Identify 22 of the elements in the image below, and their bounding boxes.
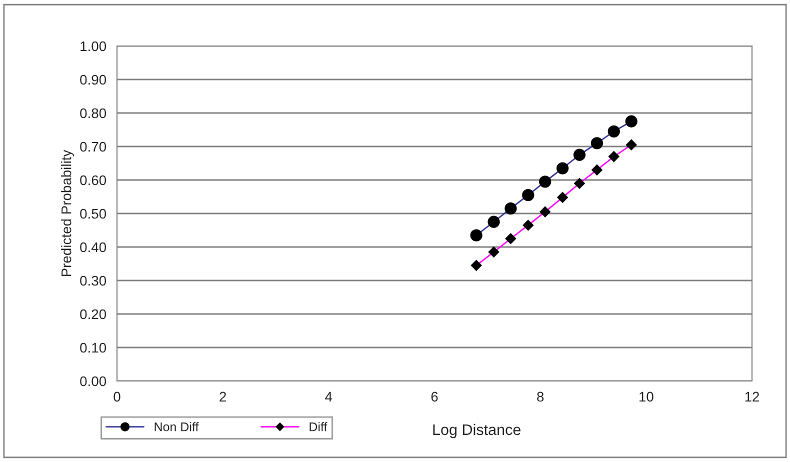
y-tick-label: 0.10 [80,342,106,353]
x-tick-label: 4 [325,392,332,402]
legend-label: Non Diff [154,422,199,432]
y-tick-label: 0.60 [80,175,106,186]
y-tick-label: 0.20 [80,309,106,320]
x-tick-label: 6 [431,392,438,402]
y-tick-label: 0.40 [80,242,106,252]
y-tick-label: 0.00 [80,376,106,386]
y-tick-label: 0.30 [80,276,106,286]
y-tick-label: 1.00 [80,41,106,52]
y-tick-label: 0.70 [80,142,106,152]
x-tick-label: 10 [640,392,654,402]
x-tick-label: 0 [114,392,120,402]
x-tick-label: 8 [537,392,544,402]
x-tick-label: 2 [220,392,226,402]
y-tick-label: 0.80 [80,108,106,118]
y-axis-title: Predicted Probability [61,150,74,276]
y-tick-label: 0.90 [80,74,106,85]
x-tick-label: 12 [745,392,760,402]
legend-label: Diff [310,422,328,432]
y-tick-label: 0.50 [80,208,106,219]
x-axis-title: Log Distance [433,424,520,438]
